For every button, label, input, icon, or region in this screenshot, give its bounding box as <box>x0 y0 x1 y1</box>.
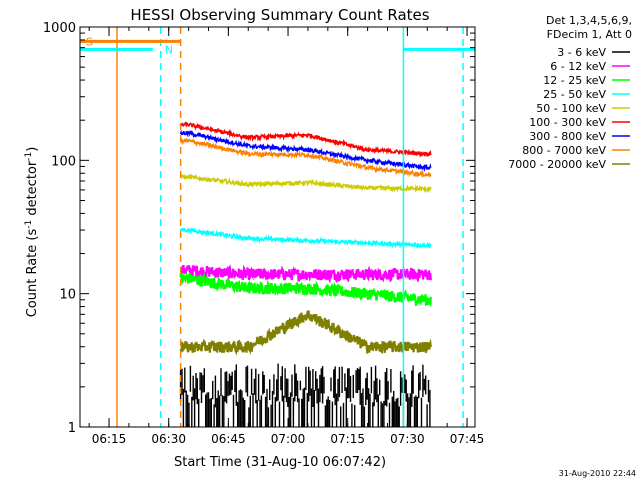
series-line <box>179 137 432 179</box>
y-tick-label: 1 <box>68 421 76 436</box>
legend-label: 12 - 25 keV <box>543 74 606 87</box>
series-0 <box>179 363 431 427</box>
series-7 <box>179 137 432 179</box>
y-label-sup1: -1 <box>24 220 34 229</box>
legend-label: 3 - 6 keV <box>557 46 606 59</box>
series-6 <box>179 129 432 172</box>
legend-header-line-2: FDecim 1, Att 0 <box>547 28 632 41</box>
series-line <box>179 270 432 307</box>
x-tick-label: 07:45 <box>450 432 485 446</box>
y-label-end: ) <box>25 147 40 152</box>
series-line <box>179 263 432 284</box>
y-label-sup2: -1 <box>24 152 34 161</box>
legend-header-line-1: Det 1,3,4,5,6,9, <box>546 14 632 27</box>
markers: SN <box>80 27 475 427</box>
x-tick-label: 06:45 <box>211 432 246 446</box>
x-tick-label: 07:30 <box>390 432 425 446</box>
legend: Det 1,3,4,5,6,9, FDecim 1, Att 0 3 - 6 k… <box>508 14 632 171</box>
legend-label: 25 - 50 keV <box>543 88 606 101</box>
legend-label: 300 - 800 keV <box>529 130 606 143</box>
y-tick-label: 1000 <box>43 21 76 36</box>
y-axis-label: Count Rate (s-1 detector-1) <box>24 147 40 318</box>
x-axis: 06:15 06:30 06:45 07:00 07:15 07:30 07:45 <box>88 27 485 446</box>
legend-label: 7000 - 20000 keV <box>508 158 606 171</box>
x-axis-label: Start Time (31-Aug-10 06:07:42) <box>174 455 386 470</box>
x-tick-label: 07:00 <box>271 432 306 446</box>
legend-label: 800 - 7000 keV <box>522 144 606 157</box>
series-3 <box>179 227 432 249</box>
series-line <box>179 310 432 356</box>
marker-label: N <box>165 43 173 56</box>
y-label-main: Count Rate (s <box>25 229 40 318</box>
footer-date: 31-Aug-2010 22:44 <box>559 469 636 478</box>
x-tick-label: 07:15 <box>330 432 365 446</box>
legend-label: 6 - 12 keV <box>550 60 606 73</box>
x-tick-label: 06:30 <box>151 432 186 446</box>
series-line <box>179 121 432 159</box>
y-label-mid: detector <box>25 160 40 220</box>
series-line <box>180 173 432 194</box>
y-axis: 1 10 100 1000 <box>43 21 475 436</box>
marker-label: S <box>86 35 93 48</box>
legend-label: 100 - 300 keV <box>529 116 606 129</box>
series-2 <box>179 270 432 307</box>
series-1 <box>179 263 432 284</box>
series-line <box>179 129 432 172</box>
x-tick-label: 06:15 <box>92 432 127 446</box>
series-line <box>179 227 432 249</box>
series-8 <box>179 310 432 356</box>
plot-frame <box>79 26 476 428</box>
series-4 <box>180 173 432 194</box>
y-tick-label: 10 <box>59 288 76 303</box>
y-tick-label: 100 <box>51 154 76 169</box>
series-5 <box>179 121 432 159</box>
legend-label: 50 - 100 keV <box>536 102 606 115</box>
chart-title: HESSI Observing Summary Count Rates <box>130 6 429 24</box>
